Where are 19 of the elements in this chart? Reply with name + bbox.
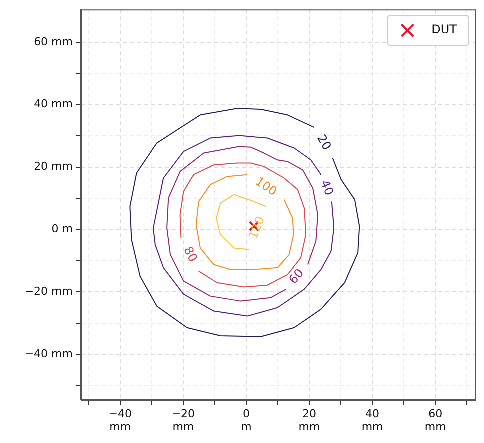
text: 20 (314, 132, 334, 153)
x-tick-label: 60 mm (424, 407, 446, 434)
x-tick-label: 20 mm (298, 407, 320, 434)
y-tick-label: 40 mm (34, 98, 73, 111)
x-tick-label: 40 mm (362, 407, 384, 434)
y-tick-label: −20 mm (24, 285, 73, 298)
text: 40 (318, 178, 337, 198)
y-tick-label: 60 mm (34, 35, 73, 48)
y-tick-label: 0 m (52, 222, 73, 236)
y-tick-label: 20 mm (34, 160, 73, 174)
legend-label: DUT (432, 22, 458, 37)
text: 120 (246, 214, 268, 242)
text: 60 (286, 266, 307, 287)
x-tick-label: 0 m (241, 407, 252, 434)
x-tick-label: −40 mm (108, 407, 132, 434)
x-tick-label: −20 mm (172, 407, 196, 434)
y-tick-label: −40 mm (24, 348, 73, 361)
text: 80 (181, 244, 201, 264)
text: 100 (252, 174, 280, 199)
